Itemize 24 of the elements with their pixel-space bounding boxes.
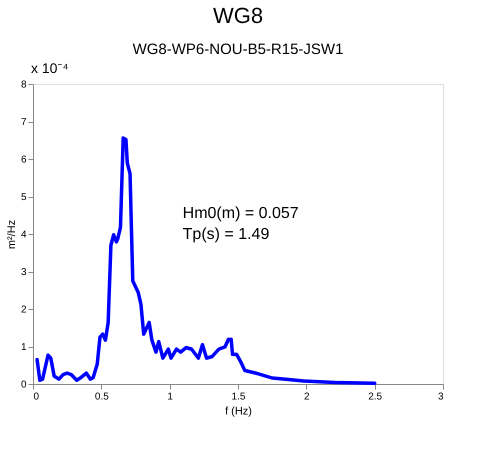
x-tick-label: 2.5 <box>368 392 383 402</box>
x-tick-label: 3 <box>438 392 444 402</box>
annotation: Tp(s) = 1.49 <box>182 226 270 243</box>
annotation: Hm0(m) = 0.057 <box>182 205 299 222</box>
y-tick-label: 2 <box>20 304 27 316</box>
chart-subtitle: WG8-WP6-NOU-B5-R15-JSW1 <box>132 41 344 58</box>
y-tick-label: 8 <box>20 80 27 90</box>
x-tick-label: 0.5 <box>94 392 110 402</box>
y-tick-label: 4 <box>20 230 27 240</box>
x-tick-label: 1.5 <box>232 392 246 402</box>
x-tick-label: 2 <box>304 392 310 402</box>
y-tick-label: 3 <box>20 267 27 278</box>
y-tick-label: 0 <box>20 380 27 390</box>
x-tick-label: 0 <box>34 392 40 402</box>
x-tick-label: 1 <box>167 392 174 402</box>
chart-title: WG8 <box>212 3 264 28</box>
y-axis-title: m²/Hz <box>6 220 18 250</box>
y-tick-label: 1 <box>20 342 27 353</box>
line-series <box>35 136 376 385</box>
text: x 10⁻⁴ <box>31 60 68 76</box>
y-tick-label: 6 <box>20 154 27 166</box>
x-axis-title: f (Hz) <box>225 406 252 418</box>
y-tick-label: 5 <box>20 192 27 203</box>
y-tick-label: 7 <box>20 117 27 128</box>
